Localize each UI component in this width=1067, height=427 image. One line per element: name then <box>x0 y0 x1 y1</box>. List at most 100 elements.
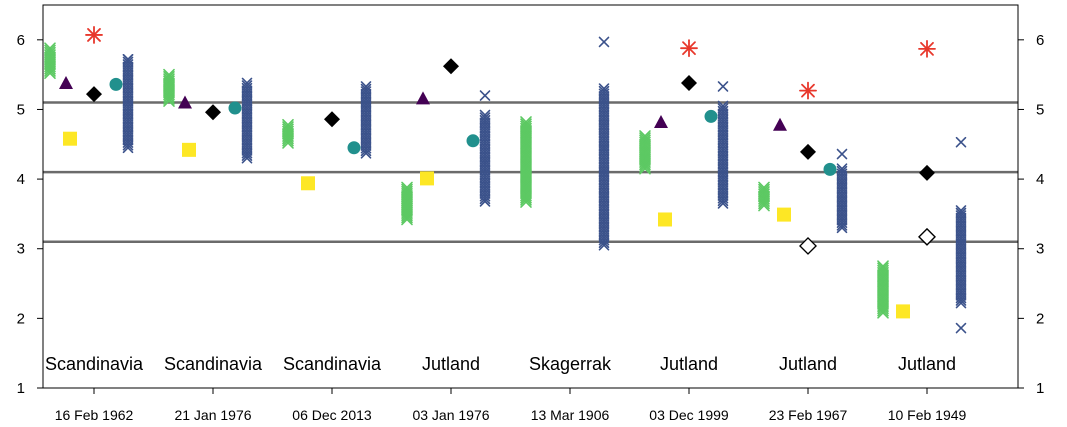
red-star-point <box>918 39 936 58</box>
cross-stroke <box>479 193 491 205</box>
open-diamond-point <box>799 236 817 255</box>
green-cross-stroke <box>520 196 532 208</box>
event-group <box>877 39 967 334</box>
yellow-square-point <box>182 142 196 157</box>
event-group <box>44 26 134 154</box>
green-cross-stroke <box>282 132 294 145</box>
region-label: Scandinavia <box>45 354 144 374</box>
cross-stroke <box>598 239 610 251</box>
event-group <box>163 68 253 164</box>
blue-cross-point <box>479 196 491 207</box>
green-cross-stroke <box>44 65 56 77</box>
blue-cross-point <box>360 145 372 157</box>
y-tick-label-left: 2 <box>17 310 25 327</box>
blue-cross-point <box>360 148 372 159</box>
yellow-square-point <box>301 176 315 191</box>
region-label: Jutland <box>660 354 718 374</box>
plot-frame <box>42 4 1019 389</box>
cross-stroke <box>717 198 729 209</box>
region-label: Scandinavia <box>164 354 263 374</box>
teal-circle-point <box>109 77 123 91</box>
green-ensemble <box>401 181 413 226</box>
axes: 1 1 2 2 3 3 4 4 5 5 6 6 <box>17 32 1045 397</box>
y-tick-label-left: 4 <box>17 171 25 188</box>
green-cross-stroke <box>282 137 294 149</box>
green-cross-stroke <box>520 191 532 204</box>
yellow-square-point <box>63 131 77 146</box>
purple-triangle-point <box>654 114 668 128</box>
event-labels: Scandinavia 16 Feb 1962 Scandinavia 21 Jan … <box>45 354 967 423</box>
blue-ensemble <box>360 81 372 159</box>
cross-stroke <box>360 145 372 157</box>
black-diamond-point <box>800 143 816 160</box>
event-group <box>401 58 491 226</box>
purple-triangle-point <box>416 91 430 105</box>
green-cross-stroke <box>44 67 56 80</box>
blue-ensemble <box>717 81 729 209</box>
date-label: 06 Dec 2013 <box>292 407 372 423</box>
blue-cross-point <box>955 136 967 148</box>
y-tick-label-right: 3 <box>1036 241 1044 258</box>
green-cross-stroke <box>163 93 175 105</box>
event-group <box>520 36 610 251</box>
red-star-point <box>799 81 817 100</box>
blue-cross-point <box>955 295 967 306</box>
y-tick-label-left: 5 <box>17 101 25 118</box>
black-diamond-point <box>324 111 340 128</box>
cross-stroke <box>955 136 967 148</box>
green-cross-stroke <box>877 306 889 319</box>
blue-cross-point <box>122 54 134 65</box>
teal-circle-point <box>704 109 718 123</box>
cross-stroke <box>122 139 134 151</box>
blue-cross-point <box>122 142 134 154</box>
yellow-square-point <box>658 212 672 227</box>
region-label: Skagerrak <box>529 354 612 374</box>
green-ensemble <box>282 118 294 149</box>
green-ensemble <box>877 260 889 319</box>
blue-cross-point <box>122 139 134 151</box>
green-cross-stroke <box>639 162 651 175</box>
cross-stroke <box>241 152 253 164</box>
blue-cross-point <box>717 198 729 209</box>
green-cross-stroke <box>44 62 56 75</box>
event-group <box>758 81 848 255</box>
cross-stroke <box>955 322 967 334</box>
date-label: 03 Jan 1976 <box>412 407 489 423</box>
green-ensemble <box>44 42 56 80</box>
green-cross-stroke <box>163 95 175 107</box>
blue-cross-point <box>598 239 610 251</box>
cross-stroke <box>955 297 967 309</box>
purple-triangle-point <box>773 117 787 131</box>
cross-stroke <box>836 219 848 231</box>
cross-stroke <box>479 90 491 101</box>
blue-ensemble <box>836 148 848 234</box>
green-ensemble <box>639 130 651 175</box>
y-tick-label-right: 5 <box>1036 101 1044 118</box>
blue-ensemble <box>122 54 134 154</box>
region-label: Jutland <box>422 354 480 374</box>
green-cross-stroke <box>163 90 175 103</box>
purple-triangle-point <box>59 75 73 89</box>
blue-cross-point <box>836 222 848 234</box>
cross-stroke <box>241 150 253 161</box>
teal-circle-point <box>228 101 242 115</box>
event-group <box>639 39 729 227</box>
green-cross-stroke <box>758 195 770 207</box>
green-cross-stroke <box>758 197 770 210</box>
green-cross-stroke <box>401 209 413 222</box>
region-label: Scandinavia <box>283 354 382 374</box>
star-stroke <box>920 41 934 56</box>
yellow-square-point <box>420 171 434 186</box>
green-ensemble <box>163 68 175 107</box>
y-tick-label-right: 4 <box>1036 171 1044 188</box>
blue-cross-point <box>598 237 610 248</box>
cross-stroke <box>360 148 372 159</box>
blue-cross-point <box>836 148 848 160</box>
blue-cross-point <box>717 195 729 207</box>
cross-stroke <box>955 295 967 306</box>
blue-cross-point <box>241 150 253 161</box>
y-tick-label-left: 6 <box>17 32 25 49</box>
green-cross-stroke <box>758 199 770 212</box>
star-stroke <box>87 28 101 42</box>
